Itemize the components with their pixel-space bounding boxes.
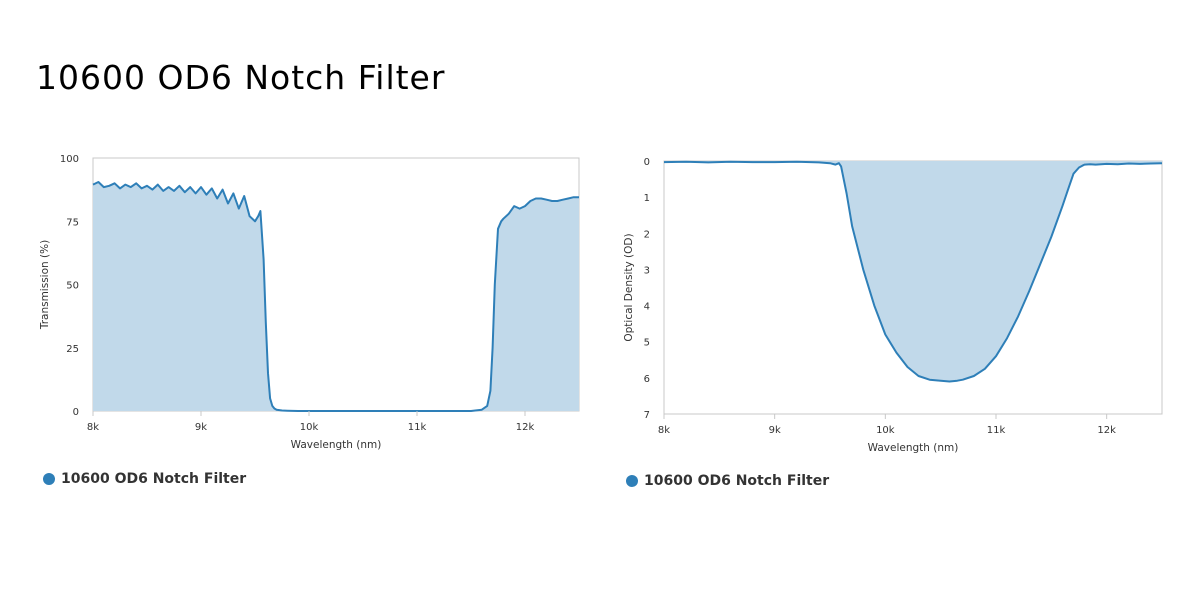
y-tick-label: 7 — [644, 410, 650, 421]
y-tick-label: 1 — [644, 193, 650, 204]
series-line[interactable] — [663, 160, 1163, 383]
optical-density-chart: 8k 9k 10k 11k 12k 0 1 2 3 4 5 6 7 Wavelength (nm) Opti… — [623, 157, 1163, 454]
series-line[interactable] — [92, 181, 579, 412]
x-tick-label: 9k — [195, 422, 207, 433]
legend-label: 10600 OD6 Notch Filter — [644, 473, 830, 489]
x-tick-label: 8k — [658, 425, 670, 436]
y-tick-label: 2 — [644, 229, 650, 240]
y-axis-title: Optical Density (OD) — [623, 233, 635, 341]
x-tick-label: 8k — [87, 422, 99, 433]
y-tick-label: 25 — [66, 344, 79, 355]
x-axis-title: Wavelength (nm) — [291, 439, 382, 451]
legend-label: 10600 OD6 Notch Filter — [61, 471, 247, 487]
x-tick-label: 11k — [408, 422, 427, 433]
x-tick-label: 12k — [516, 422, 535, 433]
y-tick-label: 0 — [644, 157, 650, 168]
x-tick-label: 10k — [876, 425, 895, 436]
y-tick-label: 75 — [66, 217, 79, 228]
series-area — [93, 182, 579, 411]
y-tick-label: 100 — [60, 154, 79, 165]
x-tick-label: 11k — [987, 425, 1006, 436]
legend-marker-icon — [626, 475, 638, 487]
transmission-chart: 8k 9k 10k 11k 12k 0 25 50 75 100 Wavelength (nm) Tr… — [39, 154, 580, 451]
y-tick-label: 0 — [73, 407, 79, 418]
x-tick-label: 12k — [1097, 425, 1116, 436]
x-tick-label: 9k — [769, 425, 781, 436]
y-tick-label: 6 — [644, 374, 650, 385]
y-tick-label: 3 — [644, 265, 650, 276]
y-tick-label: 4 — [644, 302, 650, 313]
series-area — [664, 161, 1162, 382]
x-axis-title: Wavelength (nm) — [868, 442, 959, 454]
page-title: 10600 OD6 Notch Filter — [36, 58, 446, 97]
legend-marker-icon — [43, 473, 55, 485]
optical-density-legend[interactable]: 10600 OD6 Notch Filter — [626, 473, 829, 489]
y-axis-title: Transmission (%) — [39, 240, 51, 330]
y-tick-label: 50 — [66, 281, 79, 292]
y-tick-label: 5 — [644, 338, 650, 349]
transmission-legend[interactable]: 10600 OD6 Notch Filter — [43, 471, 246, 487]
x-tick-label: 10k — [300, 422, 319, 433]
